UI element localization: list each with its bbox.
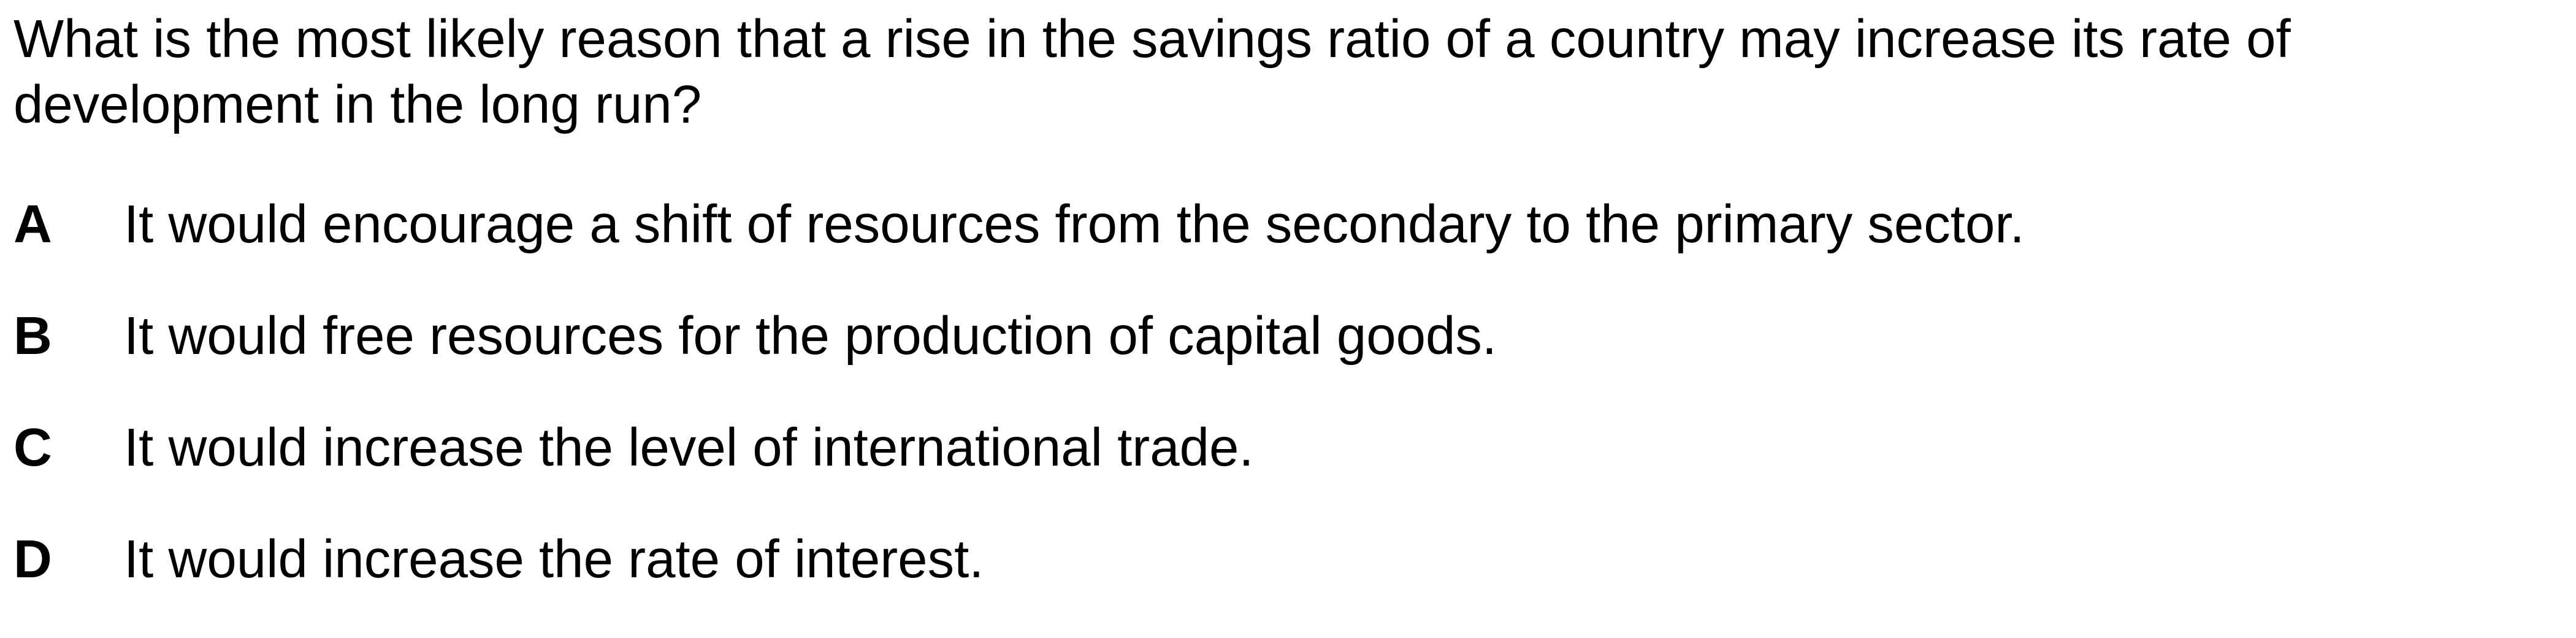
option-letter: D (13, 529, 52, 589)
option-text: It would increase the rate of interest. (124, 529, 984, 589)
question-text: What is the most likely reason that a ri… (13, 9, 2291, 134)
answer-options: A It would encourage a shift of resource… (13, 191, 2558, 638)
option-text: It would increase the level of internati… (124, 418, 1254, 477)
option-letter: B (13, 306, 52, 366)
option-text: It would encourage a shift of resources … (124, 194, 2025, 254)
option-letter: C (13, 418, 52, 477)
option-c[interactable]: C It would increase the level of interna… (13, 415, 2558, 526)
option-letter: A (13, 194, 52, 254)
option-text: It would free resources for the producti… (124, 306, 1497, 366)
option-b[interactable]: B It would free resources for the produc… (13, 303, 2558, 415)
option-a[interactable]: A It would encourage a shift of resource… (13, 191, 2558, 303)
option-d[interactable]: D It would increase the rate of interest… (13, 526, 2558, 638)
